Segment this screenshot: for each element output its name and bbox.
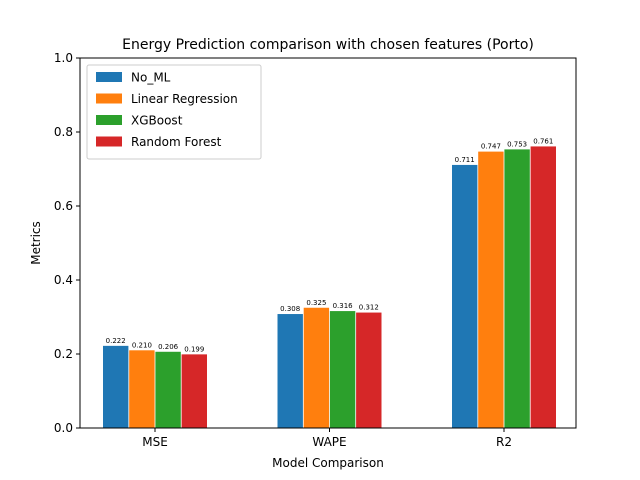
bar-no-ml-wape (277, 314, 303, 428)
x-tick-label: R2 (496, 435, 512, 449)
bar-linear-regression-r2 (478, 151, 504, 429)
bar-value-label: 0.316 (333, 302, 354, 310)
legend-label: Linear Regression (131, 92, 238, 106)
bar-random-forest-mse (181, 354, 207, 428)
legend-label: Random Forest (131, 135, 222, 149)
bar-value-label: 0.222 (106, 337, 126, 345)
legend: No_ML Linear Regression XGBoost Random Fore… (86, 64, 262, 160)
bar-xgboost-wape (329, 311, 356, 428)
bar-value-label: 0.325 (306, 299, 326, 307)
y-tick-label: 0.6 (54, 199, 73, 213)
bar-value-label: 0.308 (280, 305, 300, 313)
legend-swatch (96, 72, 122, 82)
bar-xgboost-mse (155, 351, 181, 428)
y-tick-label: 0.2 (54, 347, 73, 361)
bar-no-ml-r2 (452, 164, 478, 428)
bar-random-forest-r2 (530, 146, 556, 428)
bars-group (103, 146, 556, 429)
x-axis-label: Model Comparison (272, 456, 384, 470)
bar-random-forest-wape (356, 312, 382, 428)
y-axis: 0.0 0.2 0.4 0.6 0.8 1.0 (54, 51, 80, 435)
legend-label: No_ML (131, 71, 171, 85)
bar-value-label: 0.711 (455, 156, 475, 164)
legend-swatch (96, 136, 122, 147)
plot-frame (79, 57, 577, 429)
legend-swatch (96, 93, 122, 104)
legend-swatch (96, 115, 122, 125)
bar-linear-regression-mse (129, 350, 155, 428)
chart-title: Energy Prediction comparison with chosen… (122, 37, 534, 53)
x-tick-label: WAPE (312, 435, 346, 449)
y-tick-label: 0.8 (54, 125, 73, 139)
bar-value-label: 0.753 (507, 140, 527, 148)
legend-frame (86, 64, 262, 160)
y-tick-label: 0.4 (54, 273, 73, 287)
x-tick-label: MSE (142, 435, 168, 449)
value-labels-group: 0.222 0.210 0.206 0.199 0.308 0.325 0.316 0.312… (106, 137, 554, 353)
bar-xgboost-r2 (504, 149, 530, 428)
bar-value-label: 0.761 (533, 137, 553, 145)
bar-value-label: 0.747 (481, 143, 501, 151)
y-tick-label: 0.0 (54, 421, 73, 435)
bar-value-label: 0.312 (359, 304, 379, 312)
y-axis-label: Metrics (29, 221, 43, 265)
bar-value-label: 0.199 (184, 345, 204, 353)
y-tick-label: 1.0 (54, 51, 73, 65)
bar-no-ml-mse (103, 345, 129, 428)
bar-linear-regression-wape (303, 307, 330, 428)
x-axis: MSE WAPE R2 (142, 428, 512, 449)
legend-label: XGBoost (131, 114, 183, 128)
bar-value-label: 0.210 (132, 341, 152, 349)
bar-value-label: 0.206 (158, 343, 179, 351)
